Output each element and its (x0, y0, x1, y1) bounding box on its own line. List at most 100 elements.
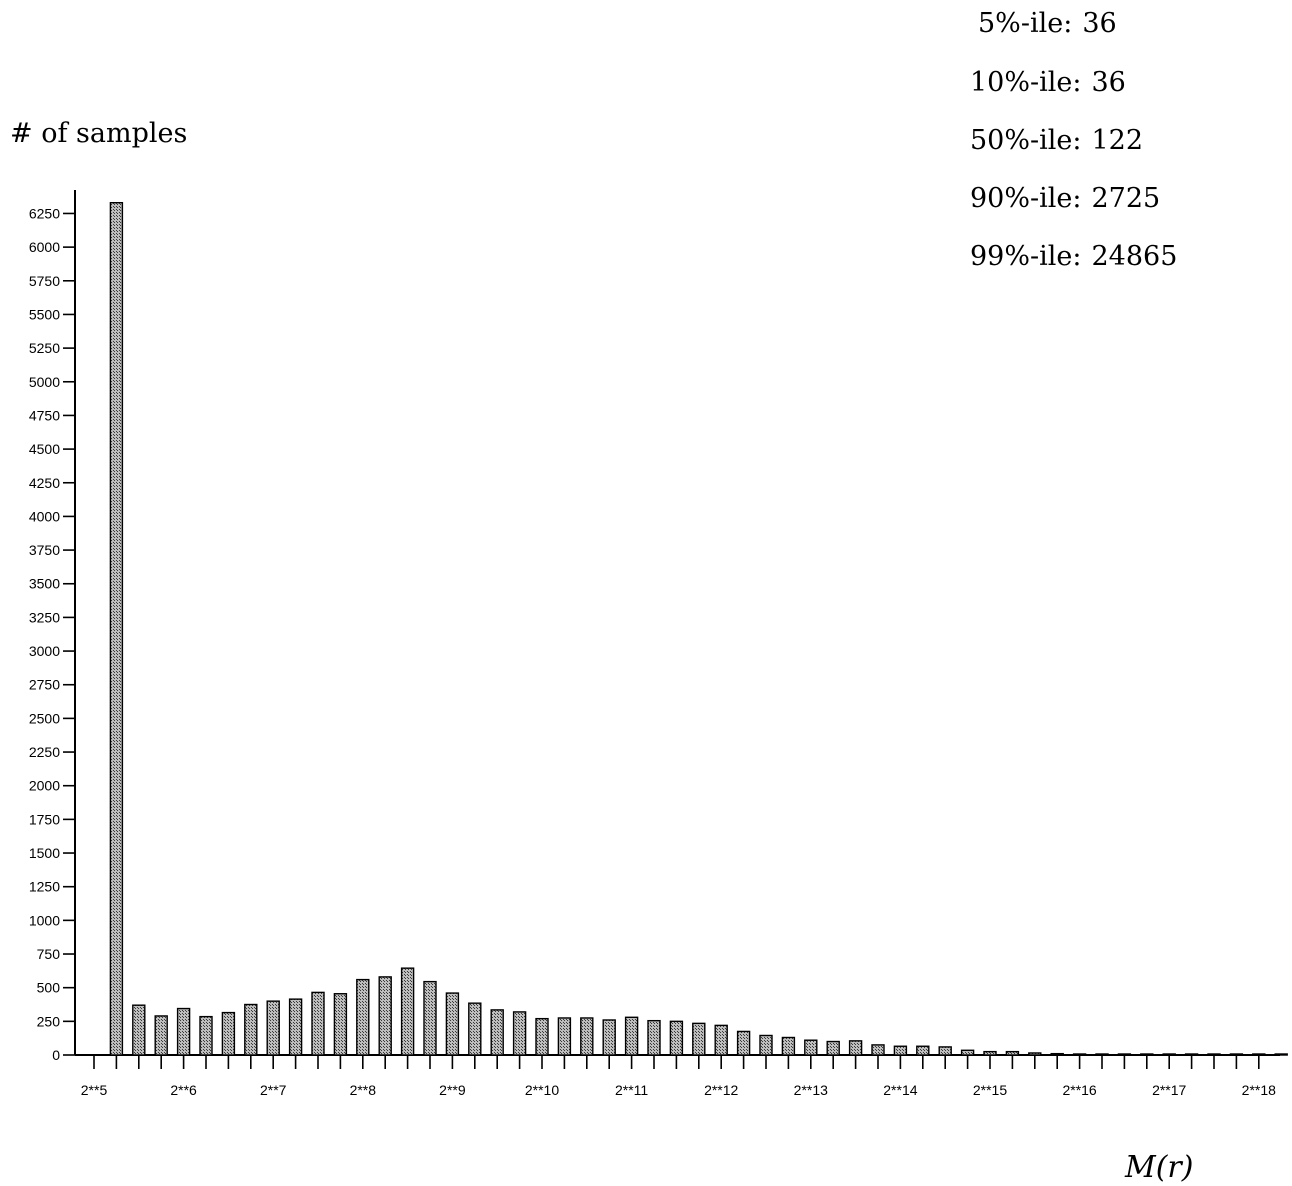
y-tick-label: 1250 (29, 879, 60, 895)
histogram-bar (983, 1050, 997, 1056)
y-tick-label: 1500 (29, 845, 60, 861)
histogram-bar (916, 1045, 930, 1056)
percentile-annotation: 90%-ile: 2725 (970, 183, 1160, 214)
x-axis: 2**5 2**6 2**7 2**8 2**9 2**10 2**11 2**12 2**13… (75, 1054, 1280, 1098)
x-tick-label: 2**17 (1152, 1082, 1186, 1098)
y-tick-label: 5000 (29, 374, 60, 390)
histogram-bar (960, 1049, 975, 1056)
x-tick-label: 2**13 (794, 1082, 828, 1098)
y-axis-label: # of samples (10, 118, 187, 149)
histogram-bar (535, 1017, 549, 1056)
y-tick-label: 750 (37, 946, 61, 962)
histogram-bar (1162, 1053, 1176, 1056)
y-tick-label: 2500 (29, 710, 60, 726)
percentile-label: 5%-ile: (978, 8, 1072, 39)
histogram-bar (736, 1030, 751, 1056)
histogram-bar (692, 1022, 706, 1056)
histogram-bar (1072, 1053, 1087, 1056)
y-axis: 0 250 500 750 1000 1250 1500 1750 2000 2250 2500 27… (29, 190, 76, 1063)
histogram-bar (512, 1011, 527, 1056)
percentile-annotation: 50%-ile: 122 (970, 125, 1143, 156)
histogram-bar (423, 980, 437, 1056)
x-tick-label: 2**7 (260, 1082, 287, 1098)
y-tick-label: 1000 (29, 912, 60, 928)
histogram-bar (1252, 1053, 1266, 1056)
percentile-value: 36 (1082, 8, 1116, 39)
histogram-bar (1207, 1053, 1221, 1056)
histogram-bar (804, 1039, 818, 1056)
x-tick-label: 2**11 (615, 1082, 648, 1098)
x-tick-label: 2**8 (350, 1082, 377, 1098)
histogram-bar (647, 1019, 661, 1056)
histogram-bar (759, 1034, 773, 1056)
x-tick-label: 2**15 (973, 1082, 1007, 1098)
histogram-bar (154, 1015, 168, 1056)
histogram-bar (311, 991, 325, 1056)
histogram-bar (400, 967, 415, 1056)
histogram-bar (893, 1045, 908, 1056)
x-axis-label: M(r) (1124, 1150, 1193, 1185)
y-tick-label: 1750 (29, 811, 60, 827)
histogram-bar (714, 1024, 728, 1056)
histogram-bar (826, 1040, 840, 1056)
histogram-bar (132, 1004, 146, 1056)
percentile-annotation: 5%-ile: 36 (978, 8, 1117, 39)
histogram-bar (356, 978, 370, 1056)
histogram-bar (1184, 1053, 1199, 1056)
percentile-value: 24865 (1091, 241, 1177, 272)
y-tick-label: 4500 (29, 441, 60, 457)
histogram-bar (1028, 1052, 1042, 1056)
y-tick-label: 3000 (29, 643, 60, 659)
x-tick-label: 2**14 (883, 1082, 917, 1098)
histogram-bar (848, 1040, 863, 1056)
histogram-bar (244, 1003, 258, 1056)
histogram-bar (333, 993, 348, 1056)
histogram-bar (266, 1000, 280, 1056)
y-tick-label: 3250 (29, 609, 60, 625)
y-tick-label: 3500 (29, 576, 60, 592)
histogram-bar (1274, 1053, 1288, 1056)
x-tick-label: 2**5 (81, 1082, 108, 1098)
percentile-annotation: 10%-ile: 36 (970, 67, 1126, 98)
histogram-bar (871, 1044, 885, 1056)
histogram-bar (557, 1017, 572, 1056)
y-tick-label: 4000 (29, 508, 60, 524)
x-tick-label: 2**12 (704, 1082, 738, 1098)
x-tick-label: 2**16 (1062, 1082, 1096, 1098)
histogram-bar (602, 1019, 616, 1056)
y-tick-label: 5250 (29, 340, 60, 356)
histogram-bar (445, 992, 460, 1056)
percentile-label: 50%-ile: (970, 125, 1081, 156)
percentile-label: 90%-ile: (970, 183, 1081, 214)
x-tick-label: 2**10 (525, 1082, 559, 1098)
histogram-bar (176, 1007, 191, 1056)
y-tick-label: 5750 (29, 273, 60, 289)
histogram-bar (468, 1002, 482, 1056)
histogram-bar (938, 1046, 952, 1056)
histogram-bar (378, 976, 392, 1056)
y-tick-label: 500 (37, 980, 61, 996)
histogram-bar (1117, 1053, 1132, 1056)
percentile-label: 99%-ile: (970, 241, 1081, 272)
bars (109, 201, 1288, 1056)
percentile-value: 36 (1091, 67, 1125, 98)
histogram-bar (669, 1020, 684, 1056)
histogram-bar (109, 201, 124, 1056)
y-tick-label: 6250 (29, 205, 60, 221)
percentile-label: 10%-ile: (970, 67, 1081, 98)
histogram-bar (1005, 1050, 1020, 1056)
x-tick-label: 2**9 (439, 1082, 466, 1098)
histogram-bar (1050, 1052, 1064, 1056)
y-tick-label: 2000 (29, 778, 60, 794)
x-tick-label: 2**18 (1242, 1082, 1276, 1098)
percentile-value: 122 (1091, 125, 1143, 156)
histogram-bar (1140, 1053, 1154, 1056)
y-tick-label: 6000 (29, 239, 60, 255)
histogram-bar (1229, 1053, 1244, 1056)
y-tick-label: 2250 (29, 744, 60, 760)
y-tick-label: 5500 (29, 306, 60, 322)
y-tick-label: 0 (52, 1047, 60, 1063)
percentile-annotation: 99%-ile: 24865 (970, 241, 1177, 272)
